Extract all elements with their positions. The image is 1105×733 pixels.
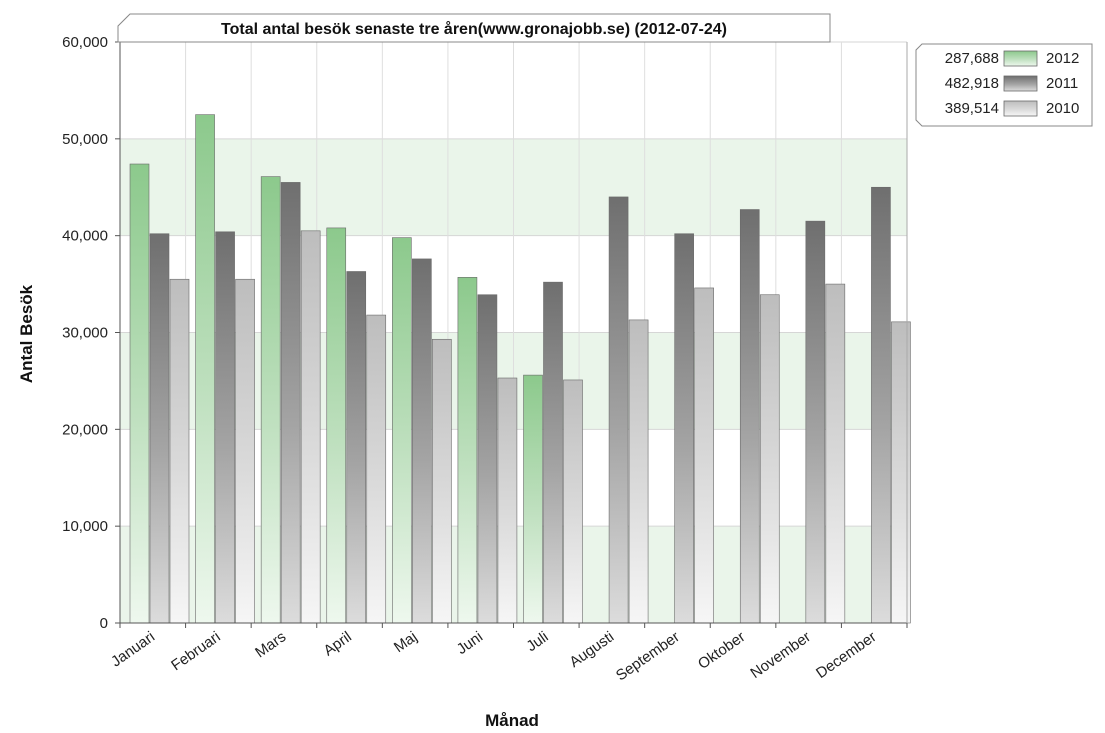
y-axis-title: Antal Besök: [17, 284, 36, 383]
bar-2010-juni: [497, 377, 518, 624]
bar-2010-januari: [169, 278, 190, 624]
x-tick-label: Juni: [454, 628, 486, 658]
bar-2011-oktober: [739, 209, 760, 624]
legend-total-2010: 389,514: [945, 100, 999, 117]
bar-2011-juni: [477, 294, 498, 624]
legend-label-2010: 2010: [1046, 100, 1079, 117]
y-tick-labels: 0 10,000 20,000 30,000 40,000 50,000 60,000: [62, 34, 108, 632]
bar-2011-september: [674, 233, 694, 624]
y-tick-label: 40,000: [62, 228, 108, 245]
x-tick-label: November: [747, 628, 813, 682]
bar-2011-december: [871, 186, 891, 624]
bar-2010-april: [366, 314, 387, 624]
bar-2011-november: [805, 220, 826, 624]
bar-2012-januari: [129, 163, 150, 624]
bar-2010-november: [825, 283, 846, 624]
x-tick-label: Oktober: [695, 628, 748, 673]
x-tick-label: Mars: [252, 628, 289, 661]
bar-2012-april: [326, 227, 347, 624]
bar-2010-september: [694, 287, 714, 624]
y-tick-label: 30,000: [62, 325, 108, 342]
legend-total-2011: 482,918: [945, 75, 999, 92]
legend-label-2012: 2012: [1046, 50, 1079, 67]
x-tick-label: Augusti: [566, 628, 617, 671]
bar-2012-juli: [523, 374, 543, 624]
legend-swatch-2012: [1003, 50, 1038, 67]
x-tick-label: Juli: [523, 628, 551, 655]
x-tick-labels: Januari Februari Mars April Maj Juni Juli Augus…: [108, 628, 879, 684]
bar-2012-maj: [392, 237, 412, 624]
bar-2010-augusti: [628, 319, 649, 624]
axes: [115, 41, 908, 628]
bar-2010-oktober: [759, 294, 780, 624]
legend-label-2011: 2011: [1046, 75, 1078, 92]
x-axis-title: Månad: [485, 711, 539, 730]
y-tick-label: 10,000: [62, 518, 108, 535]
x-tick-label: April: [320, 628, 354, 659]
legend-swatch-2011: [1003, 75, 1038, 92]
legend: 287,688 2012 482,918 2011 389,514 2010: [915, 43, 1093, 127]
bar-2011-april: [346, 271, 367, 624]
bar-2011-februari: [215, 231, 235, 624]
bar-2010-mars: [300, 230, 321, 624]
bars: [129, 114, 911, 624]
bar-2010-maj: [432, 338, 452, 624]
title-box: [117, 13, 831, 43]
bar-2011-maj: [412, 258, 432, 624]
bar-2012-februari: [195, 114, 215, 624]
x-tick-label: September: [613, 628, 683, 684]
x-tick-label: December: [813, 628, 879, 682]
chart-title: Total antal besök senaste tre åren(www.g…: [221, 20, 727, 38]
legend-total-2012: 287,688: [945, 50, 999, 67]
bar-2012-juni: [457, 277, 478, 624]
y-tick-label: 50,000: [62, 131, 108, 148]
bar-2011-juli: [543, 281, 563, 624]
bar-2011-januari: [149, 233, 170, 624]
y-tick-label: 20,000: [62, 421, 108, 438]
x-tick-label: Maj: [391, 628, 421, 656]
y-tick-label: 0: [100, 615, 108, 632]
bar-2010-februari: [235, 278, 255, 624]
x-tick-label: Februari: [168, 628, 224, 674]
bar-2011-augusti: [608, 196, 629, 624]
y-tick-label: 60,000: [62, 34, 108, 51]
bar-2011-mars: [280, 182, 301, 624]
bar-2010-december: [891, 321, 911, 624]
bar-2010-juli: [563, 379, 583, 624]
bar-2012-mars: [260, 176, 281, 624]
x-tick-label: Januari: [108, 628, 158, 670]
legend-swatch-2010: [1003, 100, 1038, 117]
